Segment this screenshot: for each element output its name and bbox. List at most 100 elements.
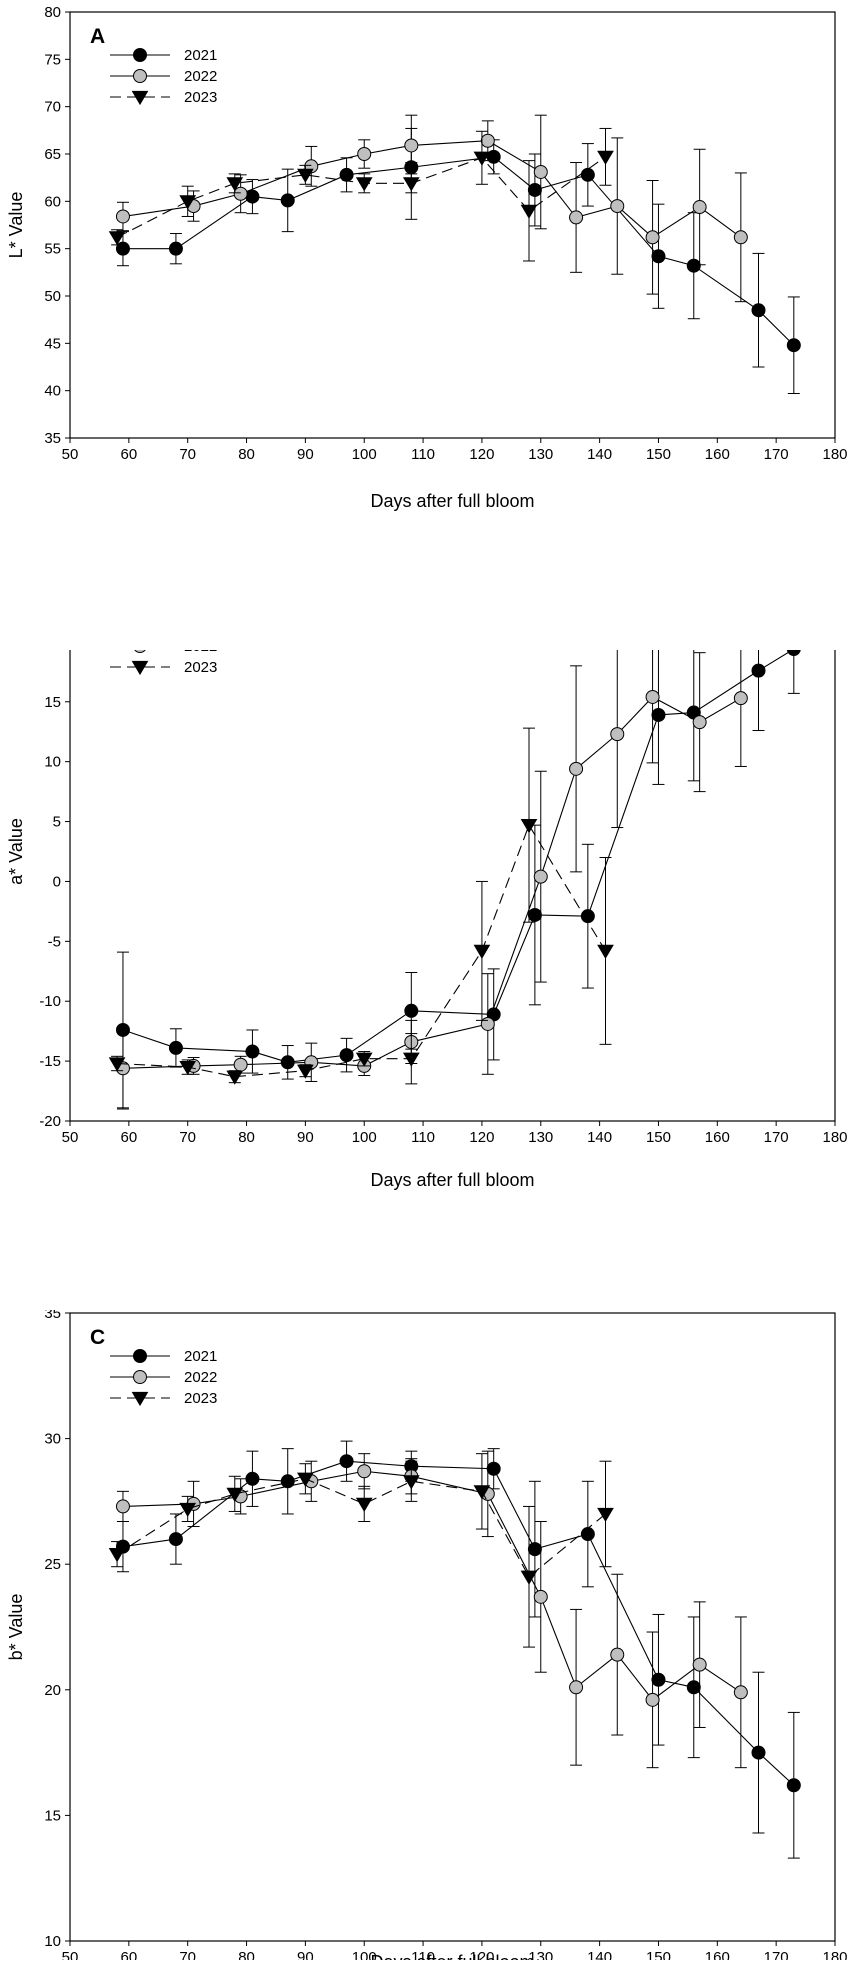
x-tick-label: 100 [352, 446, 377, 463]
x-tick-label: 120 [469, 1129, 494, 1146]
data-point [580, 909, 595, 924]
data-point [610, 199, 625, 214]
chart-svg: 50 60 70 80 90 100 110 120 130 140 150 160 170 180 35 4… [6, 4, 848, 511]
data-point [473, 151, 491, 166]
x-axis-title: Days after full bloom [370, 491, 534, 511]
plot-frame [69, 650, 836, 1122]
panel-label: A [90, 25, 105, 48]
legend-label: 2022 [184, 1369, 217, 1386]
data-point [786, 338, 801, 353]
data-point [233, 186, 248, 201]
legend-label: 2021 [184, 47, 217, 64]
x-tick-label: 150 [646, 1129, 671, 1146]
plot-frame [69, 11, 836, 439]
data-point [520, 1570, 538, 1585]
data-point [580, 1527, 595, 1542]
x-tick-label: 90 [297, 446, 314, 463]
data-point [610, 1647, 625, 1662]
x-tick-label: 130 [528, 1949, 553, 1960]
x-tick-label: 110 [411, 446, 435, 463]
data-point [133, 1349, 147, 1363]
data-point [686, 258, 701, 273]
legend-label: 2023 [184, 89, 217, 106]
data-point [751, 303, 766, 318]
legend-label: 2022 [184, 68, 217, 85]
x-tick-label: 60 [121, 446, 138, 463]
data-point [473, 1485, 491, 1500]
data-point [533, 869, 548, 884]
data-point [645, 230, 660, 245]
data-point [533, 1589, 548, 1604]
data-point [355, 177, 373, 192]
data-point [226, 177, 244, 192]
y-tick-label: 20 [44, 650, 61, 651]
y-tick-label: 75 [44, 51, 61, 68]
x-tick-label: 150 [646, 446, 671, 463]
x-axis-title: Days after full bloom [370, 1170, 534, 1190]
data-point [533, 164, 548, 179]
y-tick-label: 35 [44, 1310, 61, 1322]
data-point [733, 230, 748, 245]
series-line [117, 823, 606, 1078]
y-tick-label: 0 [53, 873, 61, 890]
y-tick-label: 80 [44, 4, 61, 21]
data-point [297, 1064, 314, 1079]
data-point [786, 1778, 801, 1793]
y-axis-title: a* Value [6, 818, 26, 885]
data-point [486, 1461, 501, 1476]
data-point [733, 691, 748, 706]
data-point [597, 150, 614, 165]
legend-label: 2023 [184, 1390, 217, 1407]
data-point [692, 1657, 707, 1672]
y-tick-label: -20 [39, 1113, 61, 1130]
data-point [520, 819, 538, 834]
x-tick-label: 90 [297, 1129, 314, 1146]
series-line [122, 140, 742, 238]
data-point [108, 1057, 126, 1072]
x-tick-label: 80 [238, 1949, 255, 1960]
y-axis-title: b* Value [6, 1594, 26, 1661]
chart-panel-b: 50 60 70 80 90 100 110 120 130 140 150 160 170 180 -20… [0, 650, 862, 1300]
x-tick-label: 160 [705, 446, 730, 463]
data-point [569, 1680, 584, 1695]
data-point [226, 1070, 244, 1085]
x-tick-label: 160 [705, 1949, 730, 1960]
x-tick-label: 50 [62, 1129, 79, 1146]
data-point [569, 210, 584, 225]
data-point [133, 69, 147, 83]
legend-label: 2023 [184, 659, 217, 676]
data-point [692, 715, 707, 730]
y-tick-label: 40 [44, 383, 61, 400]
panel-label: C [90, 1326, 105, 1349]
data-point [179, 1502, 197, 1518]
data-point [597, 1507, 614, 1523]
data-point [115, 241, 130, 256]
data-point [651, 707, 666, 722]
x-tick-label: 80 [238, 1129, 255, 1146]
data-point [357, 1464, 372, 1479]
data-point [179, 1060, 197, 1076]
data-point [569, 761, 584, 776]
data-point [134, 650, 146, 653]
x-tick-label: 70 [179, 446, 196, 463]
legend-entry: 2022 [110, 1369, 217, 1386]
chart-svg: 50 60 70 80 90 100 110 120 130 140 150 160 170 180 10 1… [6, 1310, 848, 1960]
series-line [122, 1460, 795, 1786]
series-2021 [115, 114, 801, 395]
data-point [527, 182, 542, 197]
x-tick-label: 100 [352, 1949, 377, 1960]
legend-entry: 2021 [110, 47, 217, 64]
y-tick-label: 10 [44, 754, 61, 771]
y-tick-label: 70 [44, 99, 61, 116]
y-tick-label: -10 [39, 993, 61, 1010]
data-point [527, 1542, 542, 1557]
plot-frame [69, 1312, 836, 1942]
x-tick-label: 50 [62, 1949, 79, 1960]
x-tick-label: 80 [238, 446, 255, 463]
data-point [245, 189, 260, 204]
y-tick-label: 15 [44, 1807, 61, 1824]
y-tick-label: 25 [44, 1556, 61, 1573]
data-point [645, 689, 660, 704]
chart-panel-c: 50 60 70 80 90 100 110 120 130 140 150 160 170 180 10 1… [0, 1310, 862, 1960]
data-point [580, 167, 595, 182]
